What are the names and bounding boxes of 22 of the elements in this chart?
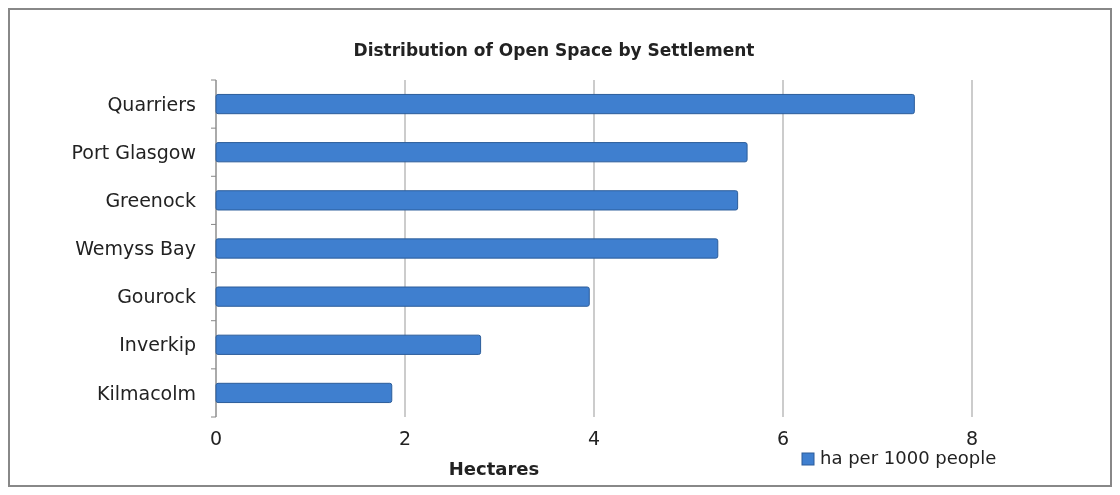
bar: [215, 93, 915, 115]
bar: [215, 382, 393, 404]
bar: [215, 286, 590, 307]
y-tick-label: Gourock: [117, 285, 196, 308]
y-tick-label: Inverkip: [119, 333, 196, 356]
x-tick-label: 8: [965, 427, 979, 449]
y-tick-label: Kilmacolm: [96, 381, 196, 404]
bar: [215, 190, 739, 211]
x-tick-label: 6: [776, 427, 790, 449]
legend-label: ha per 1000 people: [820, 447, 997, 468]
bar: [215, 142, 748, 163]
bar: [215, 334, 482, 355]
bar: [215, 238, 719, 259]
x-tick-label: 4: [587, 427, 601, 449]
y-tick-label: Port Glasgow: [71, 140, 196, 163]
x-axis-title: Hectares: [448, 458, 540, 479]
y-tick-label: Greenock: [105, 189, 196, 212]
x-tick-label: 2: [398, 427, 412, 449]
chart-title: Distribution of Open Space by Settlement: [353, 40, 755, 60]
x-tick-label: 0: [209, 427, 223, 449]
y-tick-label: Wemyss Bay: [75, 237, 196, 260]
y-tick-label: Quarriers: [107, 92, 196, 115]
